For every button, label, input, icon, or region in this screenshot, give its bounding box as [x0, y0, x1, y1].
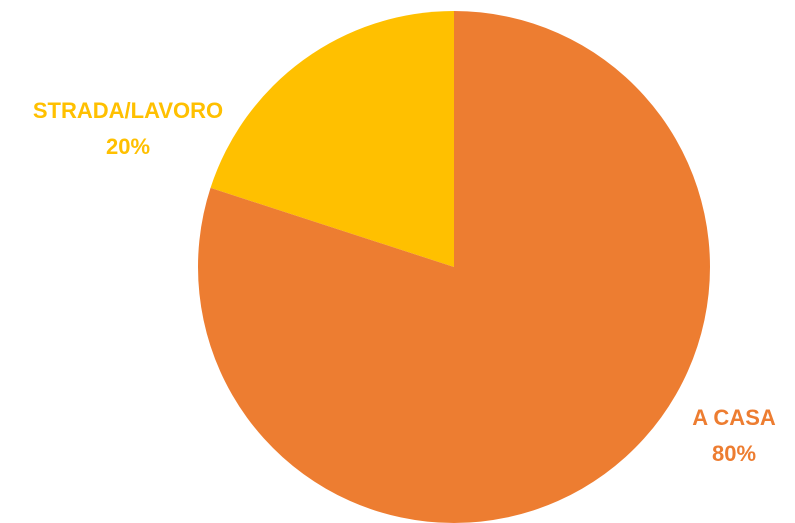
slice-label-value: 80%: [712, 441, 756, 466]
pie-slices: [197, 11, 710, 523]
pie-slice-strada-lavoro: [210, 11, 454, 267]
pie-slice-a-casa: [197, 11, 710, 523]
slice-label-name: STRADA/LAVORO: [33, 98, 223, 123]
pie-labels: STRADA/LAVORO 20% A CASA 80%: [33, 98, 776, 466]
slice-label-name: A CASA: [692, 405, 776, 430]
slice-label-value: 20%: [106, 134, 150, 159]
